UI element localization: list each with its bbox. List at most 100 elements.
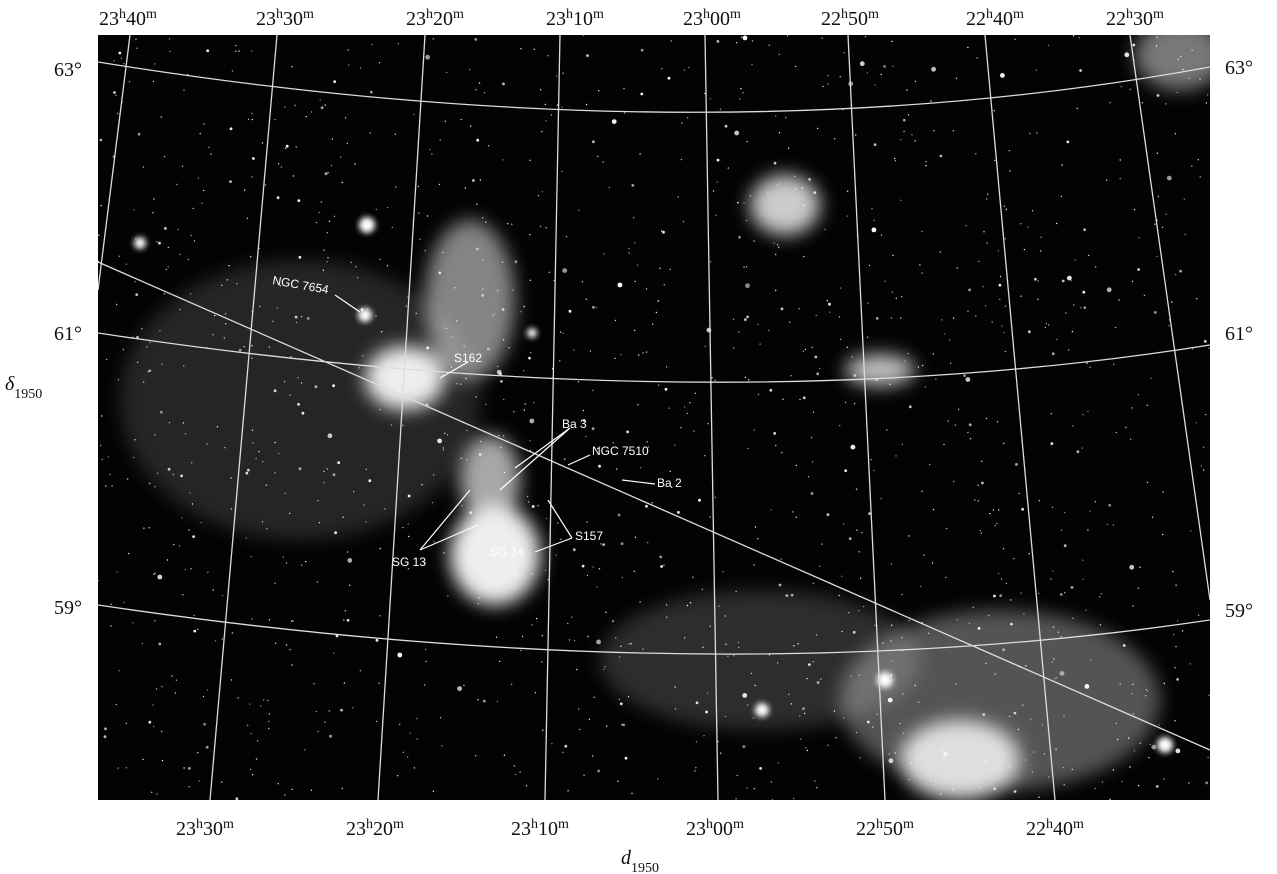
star [709, 625, 711, 627]
star [163, 293, 166, 295]
star [686, 117, 689, 119]
star [855, 731, 858, 734]
star [444, 432, 446, 434]
star [890, 673, 893, 676]
star [255, 758, 258, 760]
star [859, 577, 862, 579]
star [424, 684, 426, 686]
star [432, 38, 434, 40]
star [911, 134, 913, 136]
star [689, 602, 692, 604]
star [750, 672, 753, 675]
star [396, 775, 399, 777]
star [154, 63, 156, 65]
star [424, 250, 426, 252]
star [753, 564, 755, 566]
star [694, 770, 696, 772]
star [1013, 557, 1015, 560]
star [561, 106, 563, 109]
star [717, 740, 719, 743]
star [746, 704, 749, 706]
star [992, 509, 995, 511]
star [952, 317, 955, 319]
star [179, 308, 181, 311]
star [182, 594, 184, 596]
star [735, 798, 737, 800]
star [1203, 469, 1205, 471]
star [535, 617, 538, 620]
star [1047, 44, 1050, 46]
star [363, 504, 365, 506]
star [1122, 644, 1126, 647]
star [733, 655, 735, 657]
star [335, 634, 339, 638]
star [327, 172, 329, 174]
star [243, 189, 246, 191]
star [184, 568, 187, 571]
star [160, 410, 163, 414]
star [1015, 463, 1018, 466]
annotation: Ba 3 [562, 417, 587, 431]
star [1168, 325, 1170, 327]
star [955, 77, 958, 80]
star [1009, 715, 1011, 718]
star [748, 379, 750, 381]
star [539, 89, 542, 91]
star [1112, 524, 1115, 526]
star [933, 130, 935, 132]
star [191, 503, 194, 505]
star [592, 389, 594, 392]
star [485, 403, 487, 406]
star [333, 652, 335, 654]
star [874, 624, 876, 627]
star [617, 513, 621, 517]
star [251, 118, 254, 121]
star [716, 181, 718, 183]
star [1145, 688, 1148, 691]
star [451, 336, 453, 338]
annotation: S162 [454, 351, 482, 365]
star [1067, 349, 1070, 351]
star [883, 65, 886, 68]
star [1013, 711, 1017, 715]
star [198, 780, 200, 782]
star [469, 511, 473, 514]
star [1099, 624, 1102, 626]
star [238, 50, 240, 52]
star [742, 745, 746, 748]
star [463, 684, 465, 687]
star [782, 398, 784, 400]
star [495, 636, 498, 638]
star [663, 284, 665, 286]
star [268, 720, 270, 723]
star [1028, 330, 1031, 334]
star [719, 108, 722, 110]
star [1063, 544, 1067, 548]
star [289, 512, 291, 514]
star [407, 568, 410, 570]
star [1050, 442, 1054, 445]
star [797, 643, 799, 645]
star [1162, 491, 1164, 493]
star [668, 407, 670, 409]
star [1045, 322, 1048, 325]
star [179, 253, 181, 256]
star [350, 261, 352, 264]
star [780, 307, 784, 311]
star [925, 161, 927, 163]
star [295, 146, 297, 148]
star [768, 654, 771, 656]
star [1133, 750, 1136, 752]
star [247, 724, 249, 726]
star [1038, 796, 1040, 798]
star [560, 331, 562, 333]
star [1082, 290, 1086, 294]
star [768, 329, 770, 332]
star [806, 749, 808, 752]
star [850, 444, 856, 450]
star [1020, 223, 1022, 225]
star [680, 427, 682, 429]
star [768, 44, 770, 46]
star [463, 345, 465, 347]
star [735, 590, 737, 593]
